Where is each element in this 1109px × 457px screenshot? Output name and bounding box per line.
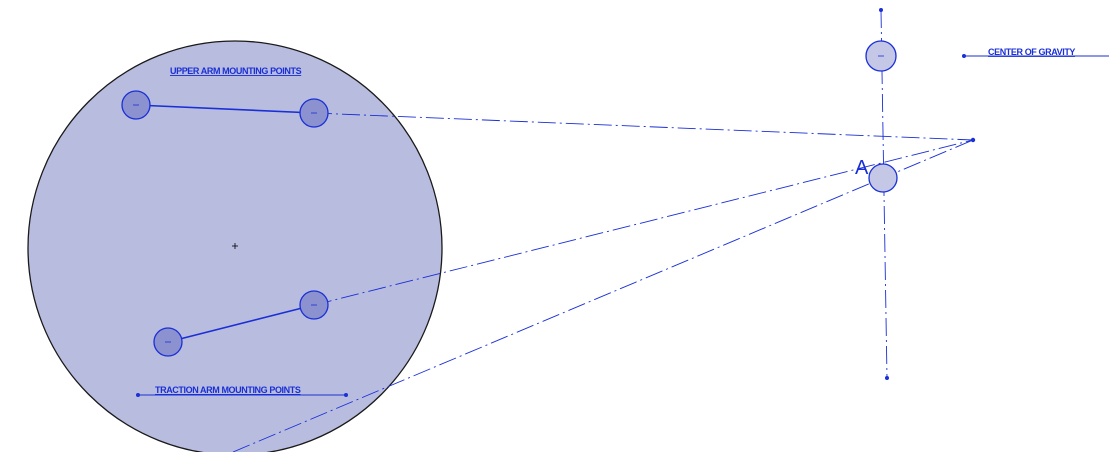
traction-arm-line xyxy=(167,304,315,343)
disc-center-mark xyxy=(232,243,238,249)
center-of-gravity-label: CENTER OF GRAVITY xyxy=(988,47,1075,57)
pivot-a[interactable] xyxy=(868,163,898,193)
lower-projection-line xyxy=(232,139,974,453)
centerline-bottom-point xyxy=(885,376,889,380)
traction-arm-label: TRACTION ARM MOUNTING POINTS xyxy=(155,385,301,395)
upper-arm-label: UPPER ARM MOUNTING POINTS xyxy=(170,66,302,76)
upper-arm-line xyxy=(135,104,315,114)
point-a-label: A xyxy=(855,157,869,179)
centerline-top-point xyxy=(879,8,883,12)
traction-arm-projection-line xyxy=(313,139,974,306)
upper-arm-projection-line xyxy=(313,112,974,141)
instant-center-point[interactable] xyxy=(970,137,976,143)
